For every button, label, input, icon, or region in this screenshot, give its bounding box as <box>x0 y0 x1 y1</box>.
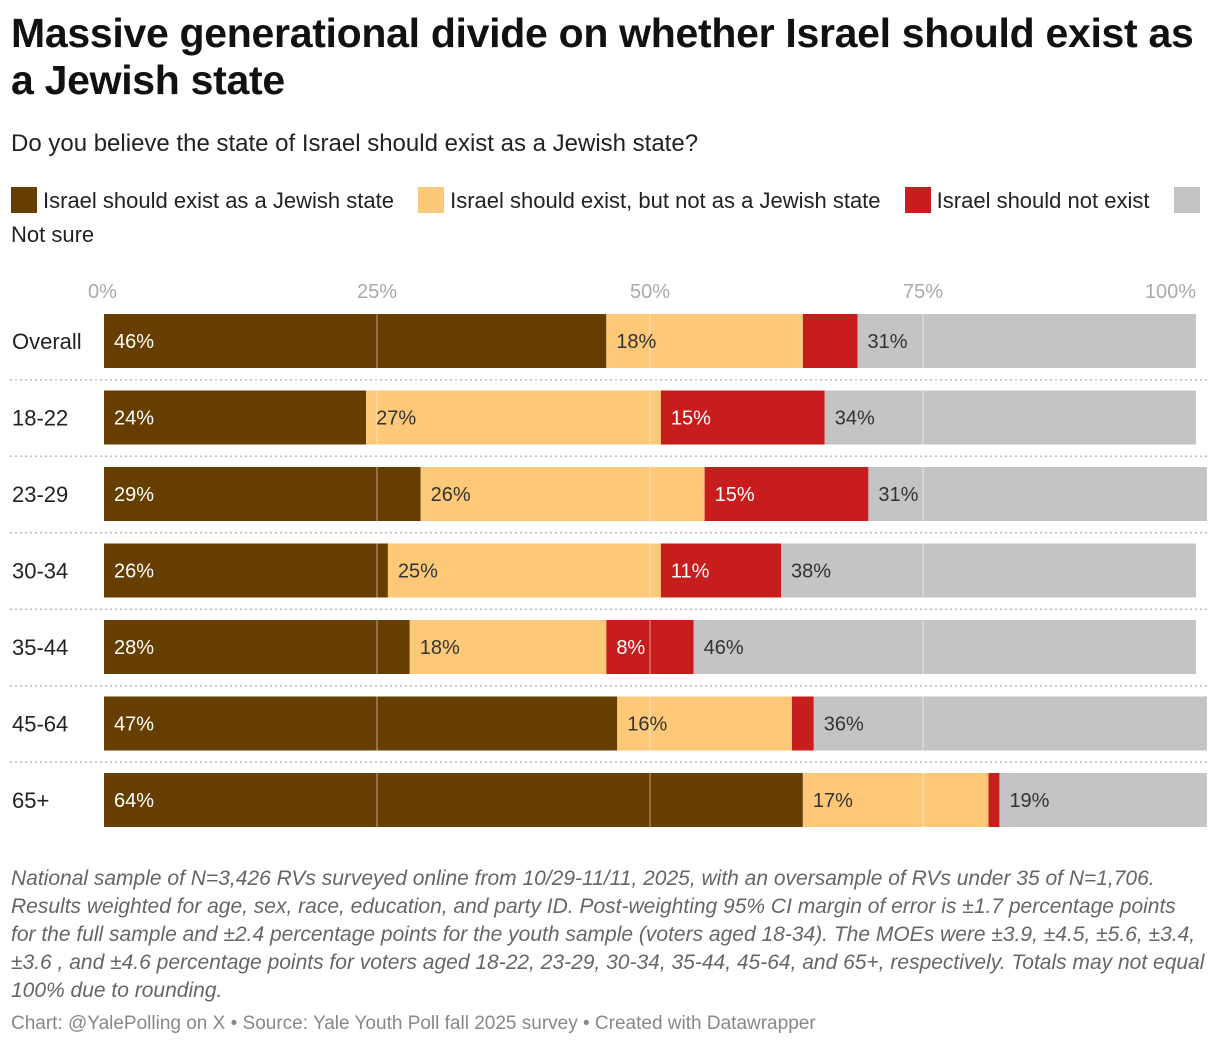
bar-segment <box>802 314 858 368</box>
category-label: 35-44 <box>12 635 68 660</box>
data-label: 47% <box>114 714 154 736</box>
legend-label: Not sure <box>11 222 95 247</box>
bar-segment <box>104 543 388 598</box>
data-label: 11% <box>671 561 710 583</box>
data-label: 28% <box>114 637 154 659</box>
bar-segment <box>104 773 803 827</box>
data-label: 64% <box>114 790 154 812</box>
data-label: 8% <box>616 637 645 659</box>
data-label: 38% <box>791 561 831 583</box>
bar-segment <box>824 390 1196 445</box>
chart-credit: Chart: @YalePolling on X • Source: Yale … <box>11 1013 816 1034</box>
legend-swatch <box>904 187 931 213</box>
data-label: 26% <box>114 561 154 583</box>
footnote: National sample of N=3,426 RVs surveyed … <box>11 867 1205 1002</box>
data-label: 24% <box>114 408 154 430</box>
bar-segment <box>104 314 607 368</box>
bar-segment <box>999 773 1207 827</box>
chart-subtitle: Do you believe the state of Israel shoul… <box>11 130 699 157</box>
data-label: 15% <box>715 484 755 506</box>
x-tick-label: 75% <box>903 281 943 303</box>
legend-item-not-sure: Not sure <box>11 187 1206 247</box>
x-tick-label: 25% <box>357 281 397 303</box>
bar-segment <box>409 620 607 674</box>
bar-segment <box>781 543 1196 598</box>
data-label: 26% <box>431 484 471 506</box>
category-label: 45-64 <box>12 712 68 737</box>
legend-item-jewish-state: Israel should exist as a Jewish state <box>11 187 400 213</box>
data-label: 46% <box>704 637 744 659</box>
bar-segment <box>104 390 367 445</box>
legend-label: Israel should not exist <box>936 188 1150 213</box>
category-label: 30-34 <box>12 559 68 584</box>
data-label: 31% <box>878 484 918 506</box>
bar-segment <box>606 620 694 674</box>
bar-segment <box>387 543 661 598</box>
data-label: 34% <box>835 408 875 430</box>
bar-segment <box>104 620 410 674</box>
data-label: 36% <box>824 714 864 736</box>
bar-segment <box>791 696 814 751</box>
bar-segment <box>617 696 792 751</box>
bar-segment <box>868 467 1207 521</box>
legend-swatch <box>1173 187 1200 213</box>
legend-item-not-jewish-state: Israel should exist, but not as a Jewish… <box>418 187 887 213</box>
data-label: 25% <box>398 561 438 583</box>
category-label: 23-29 <box>12 482 68 507</box>
data-label: 31% <box>867 331 907 353</box>
bar-segment <box>104 696 618 751</box>
bar-segment <box>104 467 421 521</box>
data-label: 27% <box>376 408 416 430</box>
bar-segment <box>802 773 989 827</box>
legend-swatch <box>11 187 37 213</box>
bar-segment <box>606 314 803 368</box>
bar-segment <box>660 543 782 598</box>
x-tick-label: 100% <box>1145 281 1196 303</box>
data-label: 16% <box>627 714 667 736</box>
x-tick-label: 50% <box>630 281 670 303</box>
bar-segment <box>420 467 705 521</box>
x-tick-label: 0% <box>88 281 117 303</box>
legend-label: Israel should exist as a Jewish state <box>43 188 394 213</box>
data-label: 15% <box>671 408 711 430</box>
legend: Israel should exist as a Jewish state Is… <box>11 184 1206 252</box>
bar-segment <box>988 773 1000 827</box>
bar-segment <box>693 620 1196 674</box>
chart-title: Massive generational divide on whether I… <box>11 10 1194 103</box>
legend-item-should-not-exist: Israel should not exist <box>904 187 1156 213</box>
stacked-bar-chart: 0% 25% 50% 75% 100% Overall 46% 18% 31% 18-22 24% 2… <box>10 281 1208 827</box>
legend-swatch <box>418 187 445 213</box>
legend-label: Israel should exist, but not as a Jewish… <box>450 188 881 213</box>
bar-segment <box>704 467 869 521</box>
data-label: 18% <box>616 331 656 353</box>
category-label: Overall <box>12 329 82 354</box>
data-label: 19% <box>1009 790 1049 812</box>
bar-segment <box>813 696 1207 751</box>
data-label: 17% <box>813 790 853 812</box>
data-label: 46% <box>114 331 154 353</box>
bar-segment <box>660 390 825 445</box>
category-label: 65+ <box>12 788 49 813</box>
bar-segment <box>366 390 661 445</box>
category-label: 18-22 <box>12 406 68 431</box>
data-label: 29% <box>114 484 154 506</box>
bar-segment <box>857 314 1196 368</box>
data-label: 18% <box>420 637 460 659</box>
